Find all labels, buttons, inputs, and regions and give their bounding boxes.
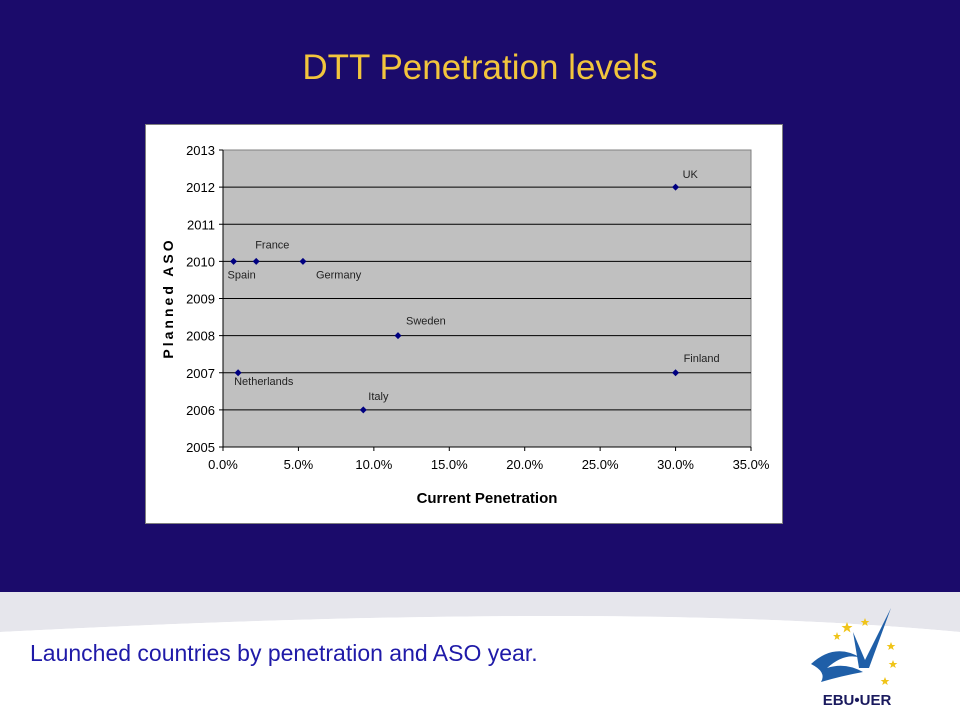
data-label: Netherlands	[234, 376, 294, 388]
y-tick-label: 2009	[186, 292, 215, 307]
chart-container: 2005 2006 2007 2008 2009 2010 2011 2012 2013 0.0%…	[145, 124, 783, 524]
ebu-uer-logo: EBU•UER	[811, 608, 898, 709]
y-tick-label: 2011	[187, 217, 215, 232]
logo-star-ring	[833, 618, 898, 685]
data-point	[252, 257, 260, 265]
scatter-chart: 2005 2006 2007 2008 2009 2010 2011 2012 2013 0.0%…	[160, 143, 770, 507]
x-tick-label: 5.0%	[284, 457, 314, 472]
logo-check-mark	[853, 608, 891, 668]
y-tick-label: 2005	[186, 440, 215, 455]
data-point	[230, 257, 238, 265]
y-tick-label: 2008	[186, 329, 215, 344]
data-label: Finland	[684, 353, 720, 365]
data-label: Sweden	[406, 316, 446, 328]
data-label: Germany	[316, 269, 362, 281]
y-axis-title: Planned ASO	[160, 237, 176, 358]
data-point	[394, 332, 402, 340]
y-tick-label: 2010	[186, 254, 215, 269]
axes: 2005 2006 2007 2008 2009 2010 2011 2012 2013 0.0%…	[186, 143, 770, 472]
data-point	[234, 369, 242, 377]
gridlines	[223, 186, 751, 411]
data-point	[299, 257, 307, 265]
y-tick-label: 2012	[186, 180, 215, 195]
data-label: France	[255, 239, 289, 251]
y-tick-label: 2013	[186, 143, 215, 158]
y-tick-label: 2007	[186, 366, 215, 381]
x-tick-label: 30.0%	[657, 457, 694, 472]
x-tick-label: 25.0%	[582, 457, 619, 472]
data-point	[672, 183, 680, 191]
data-label: Italy	[368, 391, 389, 403]
x-tick-label: 35.0%	[733, 457, 770, 472]
data-points: Spain France Germany Netherlands Italy Sweden…	[228, 169, 720, 414]
x-tick-label: 10.0%	[355, 457, 392, 472]
x-axis-title: Current Penetration	[417, 490, 558, 507]
x-tick-label: 0.0%	[208, 457, 238, 472]
data-label: Spain	[228, 269, 256, 281]
data-point	[672, 369, 680, 377]
x-tick-label: 15.0%	[431, 457, 468, 472]
slide-title: DTT Penetration levels	[302, 48, 658, 87]
y-tick-label: 2006	[186, 403, 215, 418]
bottom-band	[0, 592, 960, 720]
slide-caption: Launched countries by penetration and AS…	[30, 640, 538, 666]
data-label: UK	[683, 169, 699, 181]
logo-text: EBU•UER	[823, 692, 892, 709]
x-tick-label: 20.0%	[506, 457, 543, 472]
data-point	[359, 406, 367, 414]
logo-swoosh	[811, 651, 863, 682]
